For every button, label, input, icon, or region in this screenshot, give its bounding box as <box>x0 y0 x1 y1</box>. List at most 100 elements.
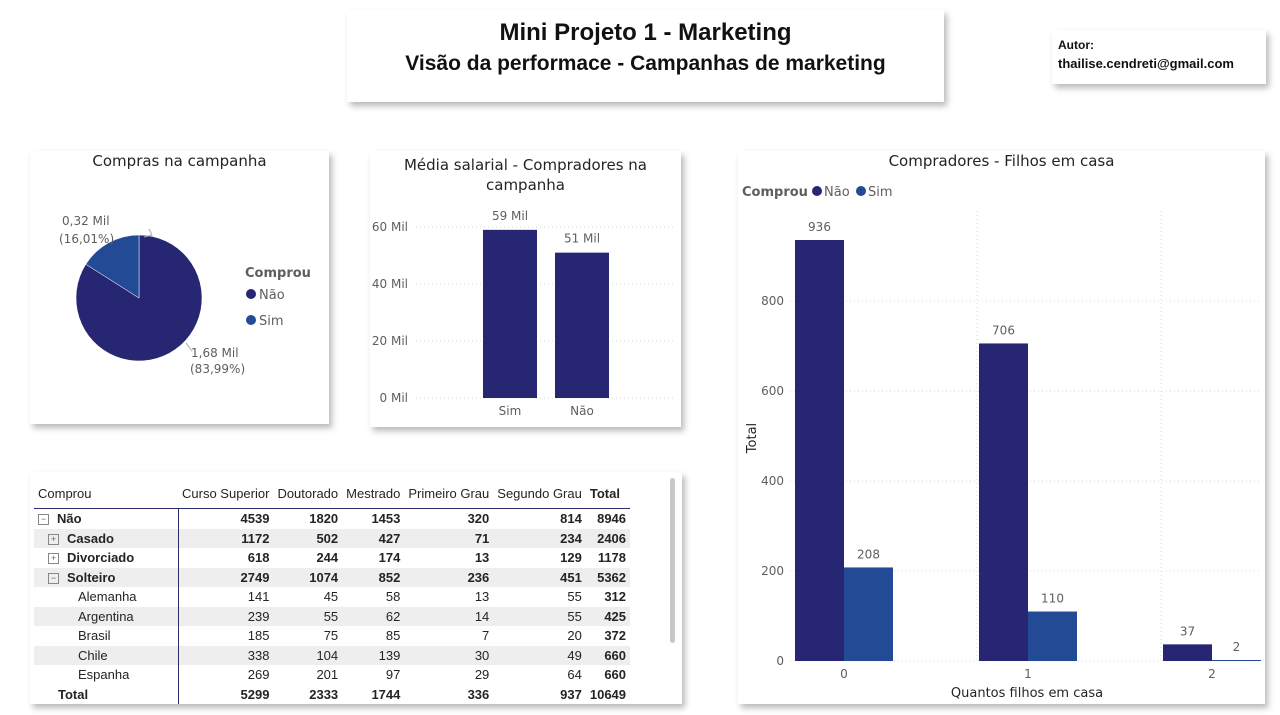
pie-label-nao-value: 1,68 Mil <box>191 346 239 360</box>
children-legend-nao[interactable]: Não <box>824 185 850 200</box>
children-legend-sim-marker <box>856 186 866 196</box>
children-x-axis-title: Quantos filhos em casa <box>951 686 1103 701</box>
children-data-label: 208 <box>857 547 880 561</box>
children-bar-nao-0[interactable] <box>795 240 844 661</box>
table-cell: 71 <box>404 528 494 548</box>
table-cell: 618 <box>247 550 270 566</box>
children-chart-title: Compradores - Filhos em casa <box>888 152 1115 170</box>
children-chart-card[interactable]: Compradores - Filhos em casa Comprou Não… <box>738 151 1265 704</box>
table-cell: 55 <box>567 589 582 605</box>
row-label: Divorciado <box>67 550 135 566</box>
collapse-icon[interactable]: − <box>48 572 59 584</box>
table-row[interactable]: − Solteiro 2749 1074 852 236 451 5362 <box>34 567 631 587</box>
children-bar-sim-2[interactable] <box>1212 660 1261 661</box>
table-cell: 1820 <box>309 511 339 527</box>
row-header[interactable]: − Solteiro <box>34 567 179 587</box>
table-cell: 55 <box>493 606 586 626</box>
salary-bar-chart[interactable]: 0 Mil 20 Mil 40 Mil 60 Mil 59 Mil Sim 51 Mil Nã… <box>370 151 681 427</box>
pie-chart-card[interactable]: Compras na campanha 0,32 Mil (16,01%) 1,… <box>30 151 329 424</box>
salary-bar-sim[interactable] <box>483 229 537 398</box>
row-header[interactable]: Brasil <box>34 626 179 646</box>
children-y-axis-title: Total <box>745 423 760 454</box>
row-total-cell: 5362 <box>585 567 631 587</box>
matrix-table-card[interactable]: Comprou Curso Superior Doutorado Mestrad… <box>30 472 682 704</box>
table-scrollbar[interactable] <box>670 478 675 643</box>
table-row[interactable]: Alemanha 141 45 58 13 55 312 <box>34 587 630 607</box>
table-cell: 201 <box>316 667 339 683</box>
table-row[interactable]: Chile 338 104 139 30 49 660 <box>34 645 631 665</box>
table-cell: 30 <box>404 645 494 665</box>
children-bar-nao-2[interactable] <box>1163 644 1212 661</box>
table-cell: 62 <box>342 606 405 626</box>
table-cell: 451 <box>493 567 586 587</box>
row-label: Casado <box>67 530 114 546</box>
table-cell: 13 <box>474 589 490 605</box>
salary-bar-nao[interactable] <box>555 252 609 398</box>
column-header-segundo-grau[interactable]: Segundo Grau <box>493 478 586 509</box>
pie-legend-sim[interactable]: Sim <box>259 314 284 329</box>
children-bar-sim-1[interactable] <box>1028 611 1077 661</box>
column-header-comprou[interactable]: Comprou <box>34 478 178 509</box>
collapse-icon[interactable]: − <box>38 514 49 526</box>
report-subtitle: Visão da performace - Campanhas de marke… <box>405 52 886 75</box>
row-header[interactable]: + Casado <box>34 528 179 548</box>
table-cell: 338 <box>178 645 274 665</box>
table-cell: 1744 <box>371 686 401 702</box>
pie-slice-sim[interactable] <box>85 234 140 299</box>
table-cell: 129 <box>560 550 582 566</box>
table-row[interactable]: Brasil 185 75 85 7 20 372 <box>34 626 630 646</box>
pie-legend-sim-marker <box>246 315 256 325</box>
column-header-total[interactable]: Total <box>585 478 631 509</box>
row-header[interactable]: Chile <box>34 645 179 665</box>
table-cell: 427 <box>342 528 405 548</box>
children-bar-nao-1[interactable] <box>979 343 1028 661</box>
row-header[interactable]: Espanha <box>34 665 179 685</box>
salary-chart-card[interactable]: Média salarial - Compradores na campanha… <box>370 151 681 427</box>
table-row[interactable]: + Casado 1172 502 427 71 234 2406 <box>34 528 631 548</box>
table-row[interactable]: Total 5299 2333 1744 336 937 10649 <box>34 684 630 704</box>
children-data-label: 706 <box>992 323 1015 337</box>
author-email: thailise.cendreti@gmail.com <box>1058 56 1234 71</box>
expand-icon[interactable]: + <box>48 533 59 545</box>
salary-x-tick-label: Sim <box>499 404 522 418</box>
row-header[interactable]: − Não <box>34 508 179 529</box>
author-card: Autor: thailise.cendreti@gmail.com <box>1052 30 1266 84</box>
table-cell: 85 <box>385 628 401 644</box>
salary-data-label: 51 Mil <box>564 232 600 246</box>
column-header-mestrado[interactable]: Mestrado <box>342 478 405 509</box>
table-cell: 234 <box>493 528 586 548</box>
children-bar-sim-0[interactable] <box>844 567 893 661</box>
row-header[interactable]: Alemanha <box>34 587 179 607</box>
pie-legend-nao[interactable]: Não <box>259 288 285 303</box>
row-header[interactable]: Argentina <box>34 606 179 626</box>
table-row[interactable]: + Divorciado 618 244 174 13 129 1178 <box>34 548 630 568</box>
table-cell: 7 <box>482 628 490 644</box>
children-legend-sim[interactable]: Sim <box>868 185 893 200</box>
column-header-doutorado[interactable]: Doutorado <box>273 478 343 509</box>
pie-chart[interactable]: 0,32 Mil (16,01%) 1,68 Mil (83,99%) Comp… <box>30 151 329 424</box>
table-cell: 139 <box>342 645 405 665</box>
children-data-label: 2 <box>1233 640 1241 654</box>
table-cell: 20 <box>567 628 582 644</box>
column-header-curso-superior[interactable]: Curso Superior <box>178 478 274 509</box>
report-title-card: Mini Projeto 1 - Marketing Visão da perf… <box>347 10 944 102</box>
pie-label-nao-pct: (83,99%) <box>190 362 245 376</box>
table-row[interactable]: Argentina 239 55 62 14 55 425 <box>34 606 631 626</box>
salary-y-tick-label: 40 Mil <box>372 277 408 291</box>
table-row[interactable]: Espanha 269 201 97 29 64 660 <box>34 665 630 685</box>
column-header-primeiro-grau[interactable]: Primeiro Grau <box>404 478 494 509</box>
salary-y-tick-label: 20 Mil <box>372 334 408 348</box>
pie-label-sim-value: 0,32 Mil <box>62 214 110 228</box>
expand-icon[interactable]: + <box>48 553 59 565</box>
row-header[interactable]: + Divorciado <box>34 548 179 568</box>
children-y-tick-label: 400 <box>761 474 784 488</box>
row-header[interactable]: Total <box>34 684 179 704</box>
row-label: Espanha <box>78 667 130 683</box>
children-x-tick-label: 1 <box>1024 667 1032 681</box>
table-row[interactable]: − Não 4539 1820 1453 320 814 8946 <box>34 508 630 529</box>
table-cell: 141 <box>247 589 270 605</box>
row-total-cell: 2406 <box>585 528 631 548</box>
table-cell: 852 <box>342 567 405 587</box>
children-bar-chart[interactable]: Comprou Não Sim Quantos filhos em casa T… <box>738 151 1265 704</box>
matrix-table[interactable]: Comprou Curso Superior Doutorado Mestrad… <box>34 478 631 704</box>
